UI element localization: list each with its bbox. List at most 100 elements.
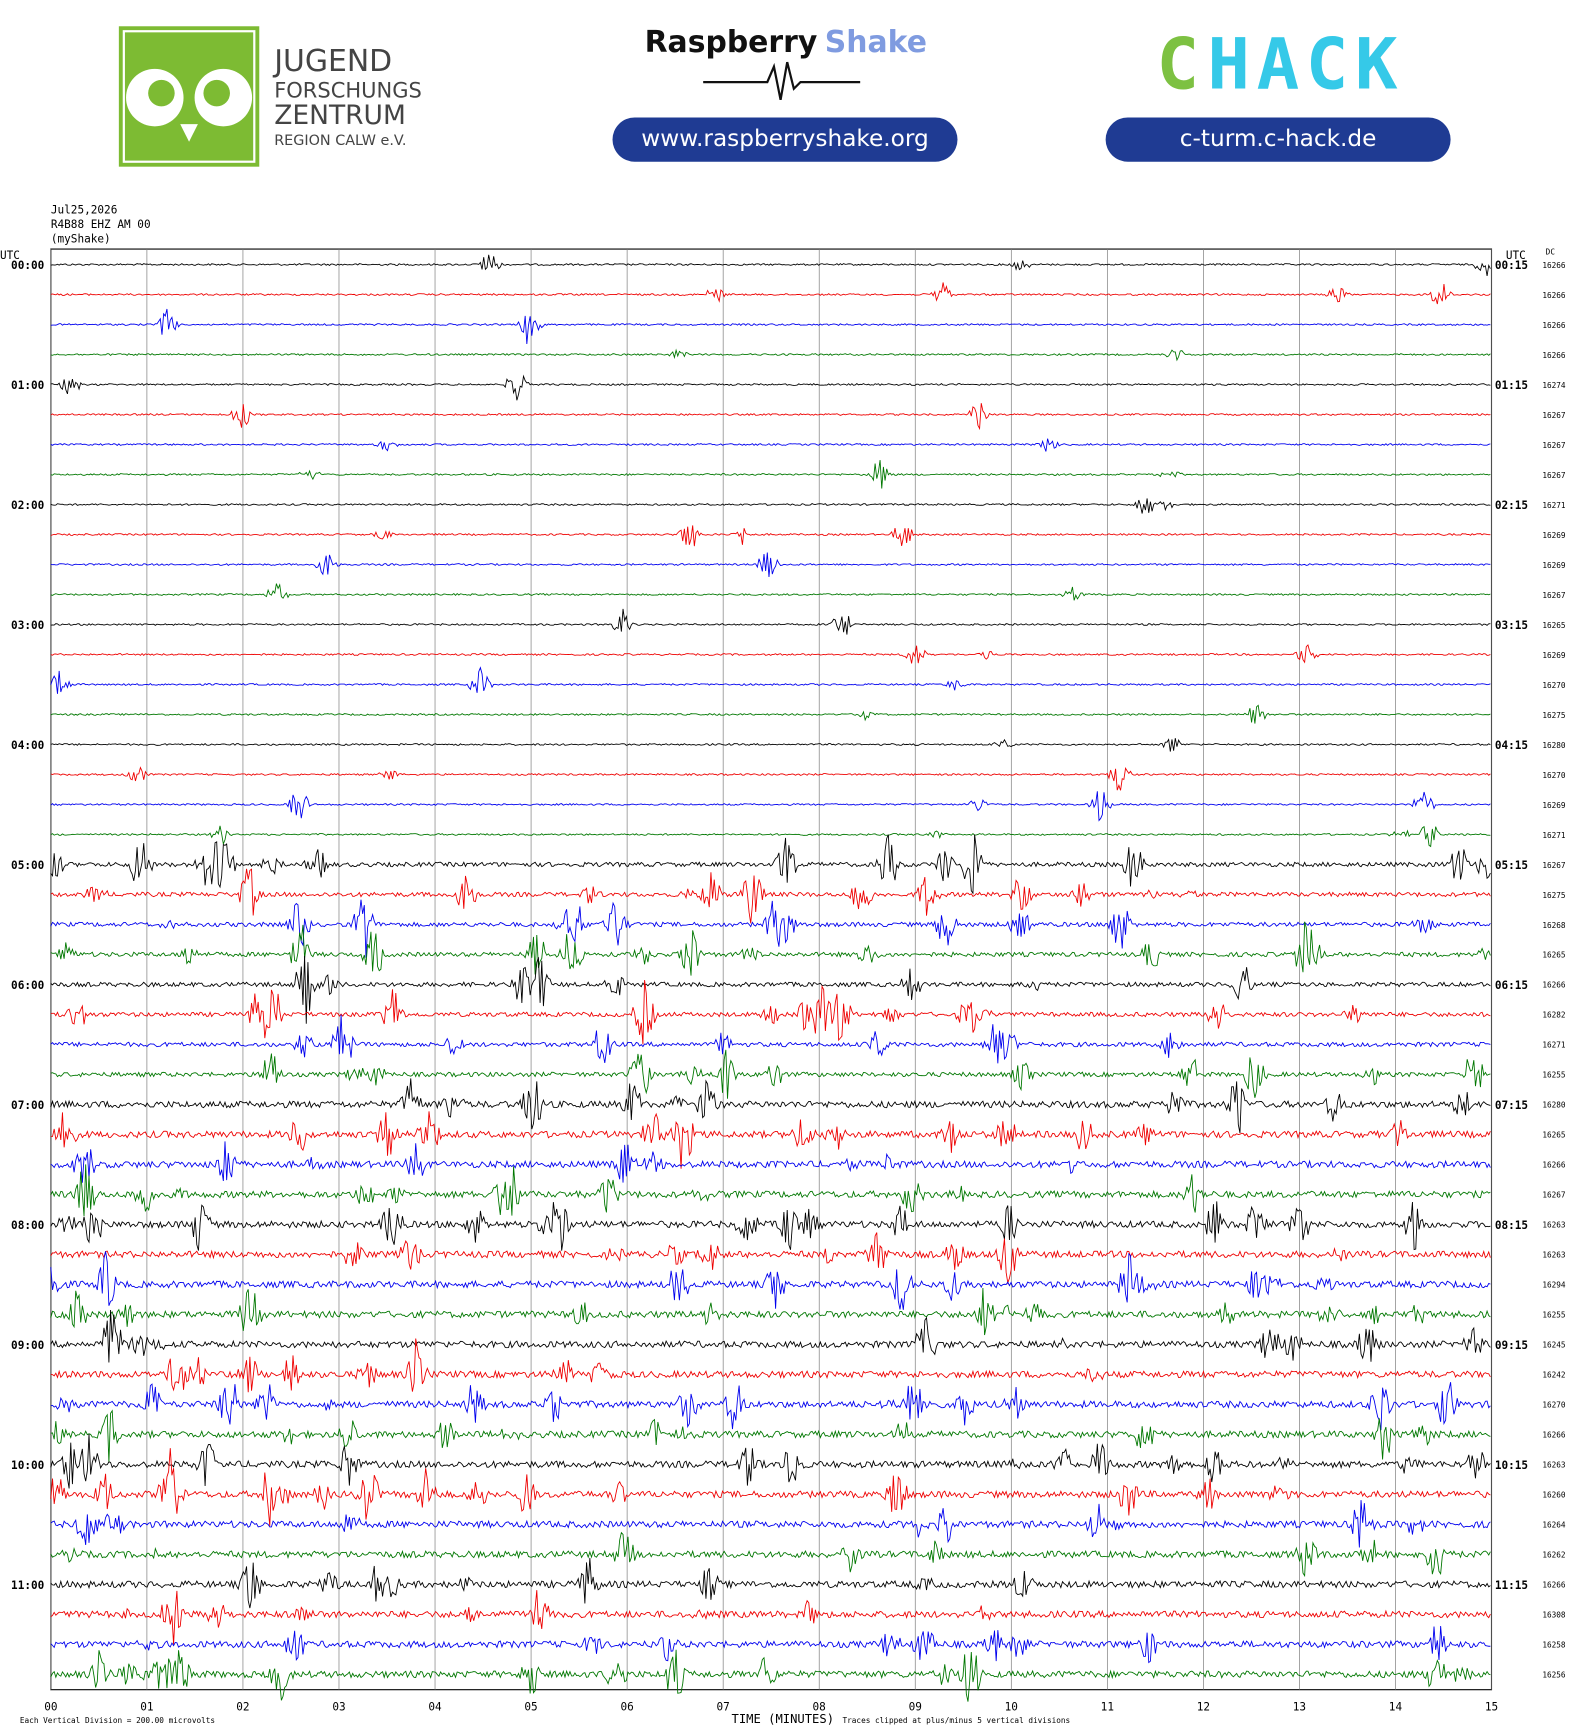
x-tick-label: 09	[909, 1701, 922, 1714]
plot-area: 00 01 02 03 04 05 06 07 08 09 10 11 12 13 14 15 00:00 01:…	[11, 248, 1566, 1714]
logo-text: JUGEND	[272, 44, 392, 79]
clip-note: Traces clipped at plus/minus 5 vertical …	[842, 1716, 1070, 1725]
row-label: 09:15	[1495, 1339, 1528, 1352]
url-text: www.raspberryshake.org	[641, 125, 928, 152]
trace	[50, 825, 1491, 848]
x-tick-label: 15	[1485, 1701, 1498, 1714]
trace	[50, 1049, 1491, 1099]
row-label: 01:15	[1495, 379, 1528, 392]
x-tick-label: 07	[717, 1701, 730, 1714]
row-label: 11:15	[1495, 1579, 1528, 1592]
row-label: 03:00	[11, 619, 44, 632]
url-pill	[612, 117, 958, 162]
row-label: 11:00	[11, 1579, 44, 1592]
trace	[50, 1201, 1491, 1251]
axis-title: UTC	[0, 249, 20, 262]
dc-value: 16269	[1542, 531, 1566, 540]
trace	[50, 791, 1491, 822]
dc-value: 16266	[1542, 351, 1566, 360]
dc-value: 16265	[1542, 951, 1566, 960]
dc-value: 16294	[1542, 1281, 1566, 1290]
dc-value: 16265	[1542, 1131, 1566, 1140]
plot-frame	[50, 248, 1493, 1691]
x-tick-label: 02	[236, 1701, 249, 1714]
logo-text: ZENTRUM	[274, 100, 406, 131]
dc-value: 16266	[1542, 981, 1566, 990]
x-tick-label: 01	[140, 1701, 153, 1714]
dc-value: 16268	[1542, 921, 1566, 930]
row-label: 04:15	[1495, 739, 1528, 752]
dc-value: 16260	[1542, 1491, 1566, 1500]
x-tick-label: 05	[524, 1701, 537, 1714]
trace	[50, 608, 1491, 635]
row-label: 06:00	[11, 979, 44, 992]
x-axis-title: TIME (MINUTES)	[732, 1712, 834, 1726]
row-label: 05:00	[11, 859, 44, 872]
dc-value: 16266	[1542, 291, 1566, 300]
url-pill	[1105, 117, 1451, 162]
dc-value: 16258	[1542, 1641, 1566, 1650]
row-label: 07:00	[11, 1099, 44, 1112]
dc-value: 16267	[1542, 471, 1566, 480]
dc-value: 16267	[1542, 441, 1566, 450]
dc-value: 16262	[1542, 1551, 1565, 1560]
x-tick-label: 10	[1005, 1701, 1018, 1714]
logo-text: FORSCHUNGS	[274, 79, 422, 103]
axis-title: UTC	[1506, 249, 1526, 262]
trace	[50, 1111, 1491, 1169]
row-label: 10:15	[1495, 1459, 1528, 1472]
x-tick-label: 04	[428, 1701, 442, 1714]
x-tick-label: 11	[1101, 1701, 1114, 1714]
dc-value: 16266	[1542, 1431, 1566, 1440]
x-tick-label: 14	[1389, 1701, 1403, 1714]
dc-value: 16308	[1542, 1611, 1566, 1620]
trace	[50, 403, 1491, 431]
dc-value: 16271	[1542, 831, 1566, 840]
logo-word: C	[1156, 23, 1199, 106]
row-label: 01:00	[11, 379, 44, 392]
trace	[50, 552, 1491, 578]
trace	[50, 254, 1491, 276]
row-label: 06:15	[1495, 979, 1528, 992]
logo-word: Shake	[825, 25, 927, 60]
trace	[50, 834, 1491, 895]
trace	[50, 704, 1491, 724]
x-tick-label: 08	[813, 1701, 826, 1714]
trace	[50, 666, 1491, 694]
row-label: 00:15	[1495, 259, 1528, 272]
dc-value: 16267	[1542, 411, 1566, 420]
trace	[50, 899, 1491, 958]
dc-value: 16263	[1542, 1251, 1566, 1260]
dc-value: 16264	[1542, 1521, 1566, 1530]
row-label: 03:15	[1495, 619, 1528, 632]
trace	[50, 1014, 1491, 1064]
x-tick-label: 00	[44, 1701, 57, 1714]
dc-value: 16266	[1542, 1161, 1566, 1170]
trace	[50, 1251, 1491, 1310]
row-label: 08:00	[11, 1219, 44, 1232]
trace	[50, 1434, 1491, 1489]
trace	[50, 1531, 1491, 1578]
trace	[50, 1164, 1491, 1217]
dc-value: 16270	[1542, 1401, 1566, 1410]
dc-value: 16269	[1542, 561, 1566, 570]
row-label: 09:00	[11, 1339, 44, 1352]
dc-value: 16256	[1542, 1671, 1566, 1680]
dc-value: 16266	[1542, 1581, 1566, 1590]
row-label: 05:15	[1495, 859, 1528, 872]
url-text: c-turm.c-hack.de	[1180, 125, 1377, 152]
trace	[50, 955, 1491, 1024]
x-tick-label: 13	[1293, 1701, 1306, 1714]
dc-value: 16269	[1542, 801, 1566, 810]
dc-value: 16275	[1542, 891, 1566, 900]
owl-beak	[180, 124, 198, 142]
dc-value: 16267	[1542, 1191, 1566, 1200]
row-label: 10:00	[11, 1459, 44, 1472]
chack-logo: C HACK c-turm.c-hack.de	[1105, 23, 1451, 162]
dc-value: 16255	[1542, 1311, 1566, 1320]
x-tick-label: 12	[1197, 1701, 1210, 1714]
row-label: 04:00	[11, 739, 44, 752]
trace	[50, 766, 1491, 791]
